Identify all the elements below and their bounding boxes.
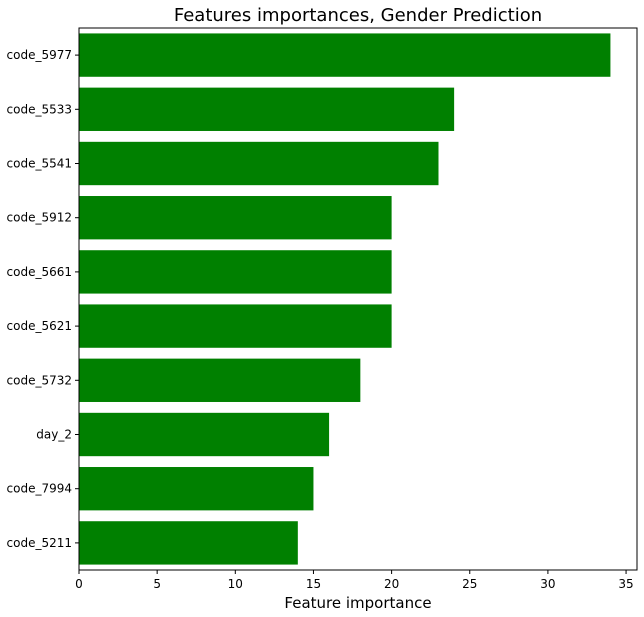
- y-tick-label: code_7994: [7, 482, 72, 496]
- bar-code_7994: [79, 467, 314, 511]
- x-tick-label: 5: [153, 577, 161, 591]
- y-axis-ticks: code_5977 code_5533 code_5541 code_5912code…: [7, 48, 79, 550]
- chart-title: Features importances, Gender Prediction: [174, 5, 542, 26]
- x-tick-label: 35: [618, 577, 633, 591]
- y-tick-label: code_5533: [7, 102, 72, 116]
- bar-code_5732: [79, 358, 361, 402]
- x-tick-label: 20: [384, 577, 399, 591]
- bar-code_5912: [79, 196, 392, 240]
- x-tick-label: 25: [462, 577, 477, 591]
- x-tick-label: 15: [306, 577, 321, 591]
- x-tick-label: 30: [540, 577, 555, 591]
- y-tick-label: code_5732: [7, 373, 72, 387]
- bars-group: [79, 33, 611, 565]
- y-tick-label: code_5661: [7, 265, 72, 279]
- bar-code_5533: [79, 87, 455, 131]
- y-tick-label: code_5977: [7, 48, 72, 62]
- bar-code_5661: [79, 250, 392, 294]
- y-tick-label: code_5541: [7, 157, 72, 171]
- x-tick-label: 10: [228, 577, 243, 591]
- y-tick-label: code_5211: [7, 536, 72, 550]
- x-axis-label: Feature importance: [284, 594, 431, 612]
- plot-frame: [78, 27, 638, 571]
- x-tick-label: 0: [75, 577, 83, 591]
- bar-code_5541: [79, 141, 439, 186]
- y-tick-label: day_2: [36, 428, 72, 442]
- bar-code_5211: [79, 521, 298, 565]
- y-tick-label: code_5912: [7, 211, 72, 225]
- bar-code_5621: [79, 304, 392, 348]
- y-tick-label: code_5621: [7, 319, 72, 333]
- bar-day_2: [79, 412, 330, 457]
- x-axis-ticks: 0 5 10 15 20 25 30 35: [75, 570, 634, 591]
- bar-code_5977: [79, 33, 611, 77]
